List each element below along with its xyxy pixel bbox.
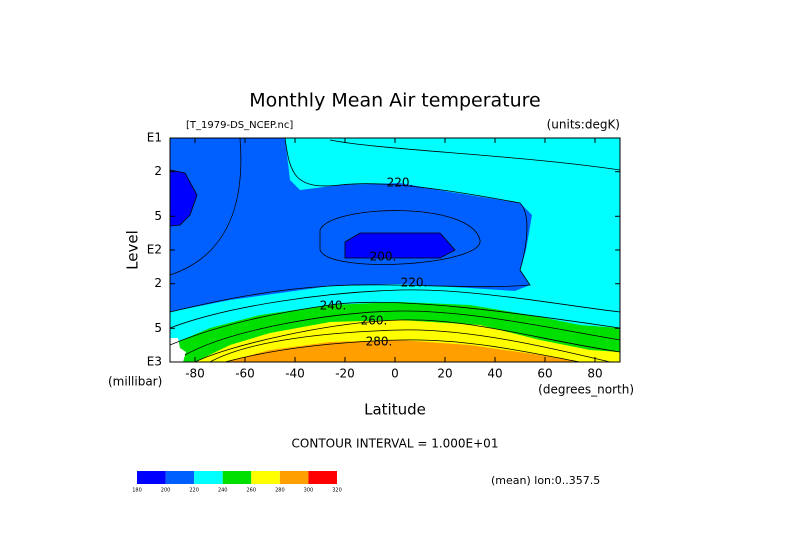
contour-label: 200. (370, 250, 397, 264)
y-axis-label: Level (124, 230, 142, 270)
x-tick-label: -40 (285, 367, 305, 381)
contour-line (344, 232, 456, 259)
y-axis-units: (millibar) (108, 375, 162, 389)
contour-line (209, 329, 611, 363)
y-tick-label: E2 (147, 243, 162, 257)
contour-line (169, 137, 242, 276)
contour-label: 280. (366, 335, 393, 349)
contour-line (184, 310, 621, 356)
y-tick-label: 2 (154, 276, 162, 290)
units-label: (units:degK) (547, 118, 620, 132)
x-tick-label: 80 (587, 367, 602, 381)
colorbar-box (279, 471, 309, 484)
y-tick-label: E3 (147, 355, 162, 369)
band (170, 170, 197, 226)
y-tick-label: 5 (154, 321, 162, 335)
contour-line (224, 339, 581, 363)
contour-line (319, 210, 481, 265)
contour-label: 220. (401, 276, 428, 290)
contour-fill (170, 138, 620, 362)
x-tick-label: -60 (235, 367, 255, 381)
colorbar-label: 180 (132, 488, 142, 494)
x-tick-label: -80 (185, 367, 205, 381)
band (170, 138, 532, 312)
contour-label: 240. (320, 299, 347, 313)
band (345, 233, 455, 258)
x-tick-label: 20 (437, 367, 452, 381)
contour-line (169, 301, 621, 346)
y-tick-label: 2 (154, 164, 162, 178)
x-tick-label: 60 (537, 367, 552, 381)
chart-title: Monthly Mean Air temperature (249, 90, 540, 112)
y-tick-label: E1 (147, 131, 162, 145)
colorbar-label: 300 (304, 488, 314, 494)
x-tick-label: 0 (391, 367, 399, 381)
y-tick-label: 5 (154, 209, 162, 223)
x-tick-label: -20 (335, 367, 355, 381)
colorbar-box (308, 471, 337, 484)
colorbar-label: 320 (332, 488, 342, 494)
colorbar-box (251, 471, 280, 484)
contour-line (329, 139, 621, 171)
contour-interval: CONTOUR INTERVAL = 1.000E+01 (292, 437, 499, 451)
contour-line (194, 319, 621, 363)
x-axis-units: (degrees_north) (538, 383, 634, 397)
contour-label: 260. (361, 314, 388, 328)
x-tick-label: 40 (487, 367, 502, 381)
colorbar-label: 280 (275, 488, 285, 494)
colorbar-box (137, 471, 166, 484)
contour-line (169, 289, 621, 329)
contour-line (169, 169, 198, 227)
colorbar-label: 240 (218, 488, 228, 494)
note: (mean) lon:0..357.5 (491, 474, 600, 487)
colorbar-label: 260 (247, 488, 257, 494)
colorbar-label: 220 (189, 488, 199, 494)
contour-line (169, 137, 531, 313)
colorbar-box (165, 471, 195, 484)
subtitle: [T_1979-DS_NCEP.nc] (186, 120, 293, 131)
colorbar-label: 200 (161, 488, 171, 494)
x-axis-label: Latitude (364, 401, 426, 419)
colorbar-box (194, 471, 223, 484)
contour-label: 220. (387, 176, 414, 190)
colorbar-box (222, 471, 252, 484)
missing-data (170, 338, 186, 362)
contour-lines (169, 137, 621, 363)
